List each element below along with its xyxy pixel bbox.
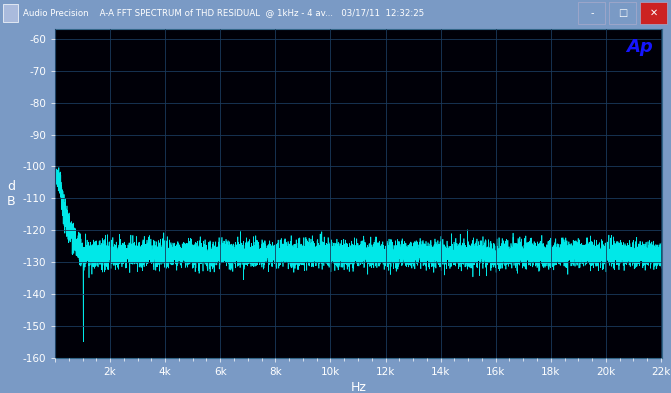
X-axis label: Hz: Hz <box>351 381 366 393</box>
Bar <box>578 2 605 24</box>
Text: ✕: ✕ <box>650 8 658 18</box>
Bar <box>609 2 636 24</box>
Bar <box>3 4 18 22</box>
Text: □: □ <box>618 8 627 18</box>
Text: Ap: Ap <box>627 38 653 56</box>
Y-axis label: d
B: d B <box>7 180 15 208</box>
Text: Audio Precision    A-A FFT SPECTRUM of THD RESIDUAL  @ 1kHz - 4 av...   03/17/11: Audio Precision A-A FFT SPECTRUM of THD … <box>23 8 425 17</box>
Bar <box>640 2 667 24</box>
Text: -: - <box>590 8 594 18</box>
